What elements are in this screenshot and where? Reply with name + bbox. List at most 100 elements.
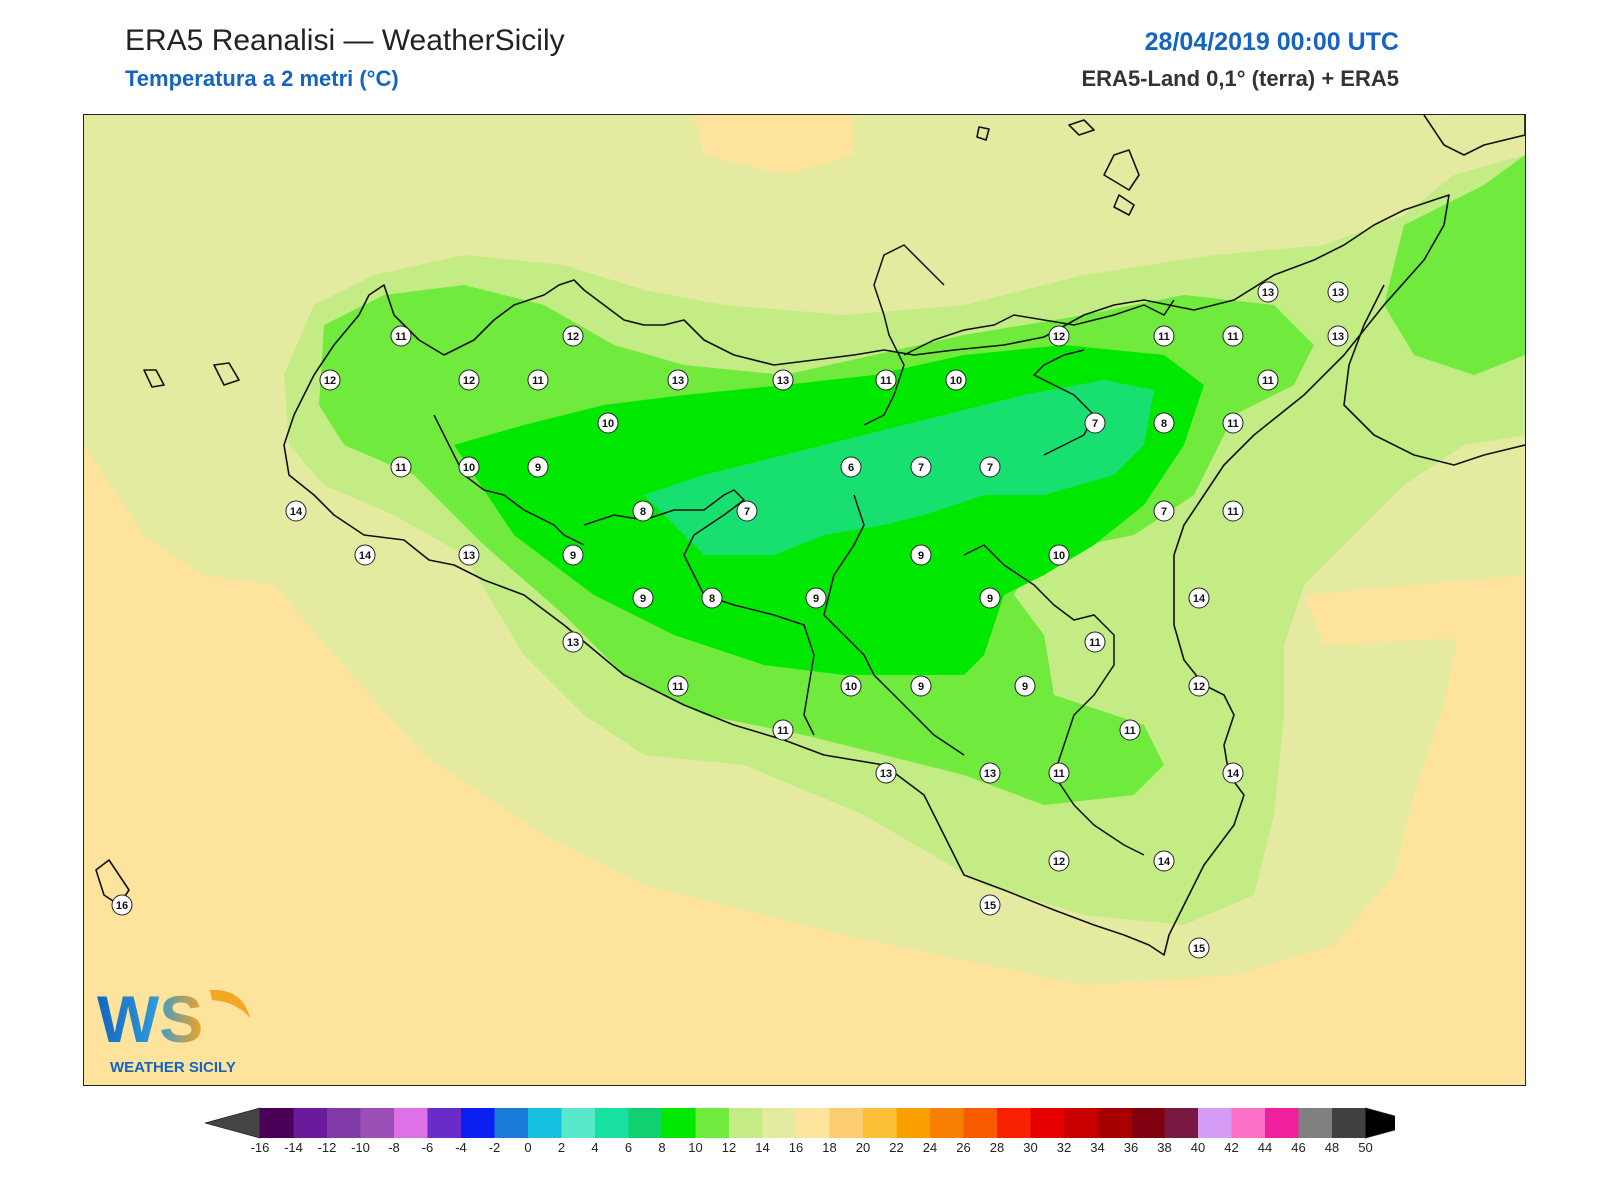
station-marker: 13 — [1257, 281, 1279, 303]
colorbar-tick-label: -16 — [251, 1140, 270, 1155]
station-marker: 14 — [285, 500, 307, 522]
station-value: 13 — [672, 375, 684, 387]
station-value: 15 — [1193, 943, 1205, 955]
station-value: 11 — [532, 375, 544, 387]
station-marker: 13 — [667, 369, 689, 391]
station-circle — [840, 675, 862, 697]
station-circle — [979, 587, 1001, 609]
temperature-fill-6 — [644, 380, 1154, 555]
station-value: 9 — [535, 462, 541, 474]
station-marker: 12 — [1188, 675, 1210, 697]
station-marker: 11 — [1084, 631, 1106, 653]
station-marker: 15 — [1188, 937, 1210, 959]
station-value: 9 — [1022, 681, 1028, 693]
station-marker: 12 — [458, 369, 480, 391]
station-circle — [597, 412, 619, 434]
station-circle — [562, 631, 584, 653]
station-circle — [1048, 325, 1070, 347]
station-marker: 12 — [319, 369, 341, 391]
station-circle — [1153, 325, 1175, 347]
station-circle — [1257, 281, 1279, 303]
station-circle — [1222, 325, 1244, 347]
station-value: 13 — [463, 550, 475, 562]
station-circle — [1327, 281, 1349, 303]
station-circle — [1048, 544, 1070, 566]
station-circle — [1153, 412, 1175, 434]
station-marker: 10 — [945, 369, 967, 391]
logo-caption: WEATHER SICILY — [110, 1059, 236, 1076]
station-marker: 14 — [1222, 762, 1244, 784]
station-value: 9 — [640, 593, 646, 605]
station-marker: 11 — [1048, 762, 1070, 784]
colorbar-tick-label: 44 — [1258, 1140, 1272, 1155]
colorbar-tick-label: 0 — [524, 1140, 531, 1155]
station-marker: 16 — [111, 894, 133, 916]
station-value: 11 — [777, 725, 789, 737]
colorbar-tick-label: -12 — [318, 1140, 337, 1155]
province-boundary — [963, 544, 1145, 856]
station-value: 7 — [744, 506, 750, 518]
station-circle — [772, 719, 794, 741]
colorbar-tick-label: -2 — [489, 1140, 501, 1155]
station-value: 9 — [918, 681, 924, 693]
temperature-fill-16-patch — [1304, 575, 1525, 645]
province-boundaries — [433, 244, 1175, 856]
colorbar-tick-label: 8 — [658, 1140, 665, 1155]
province-boundary — [863, 244, 945, 426]
station-marker: 13 — [1327, 281, 1349, 303]
station-value: 14 — [1158, 856, 1171, 868]
colorbar-swatch — [896, 1108, 931, 1138]
station-value: 11 — [1124, 725, 1136, 737]
station-circle — [1327, 325, 1349, 347]
station-marker: 7 — [979, 456, 1001, 478]
station-circle — [632, 500, 654, 522]
station-circle — [910, 675, 932, 697]
station-marker: 15 — [979, 894, 1001, 916]
colorbar-tick-label: 22 — [889, 1140, 903, 1155]
station-marker: 13 — [772, 369, 794, 391]
station-marker: 11 — [390, 456, 412, 478]
map-canvas: 11 12 12 12 11 13 13 11 10 12 11 11 13 13 13 11 10 7 8 11 11… — [84, 115, 1525, 1085]
station-marker: 11 — [1153, 325, 1175, 347]
station-marker: 7 — [1153, 500, 1175, 522]
colorbar-swatches — [205, 1107, 1395, 1139]
colorbar-swatch — [930, 1108, 964, 1138]
colorbar-swatch — [1198, 1108, 1232, 1138]
station-marker: 11 — [1119, 719, 1141, 741]
station-marker: 8 — [632, 500, 654, 522]
station-marker: 8 — [701, 587, 723, 609]
station-marker: 9 — [1014, 675, 1036, 697]
logo-letters: WS — [97, 982, 203, 1056]
station-marker: 11 — [1222, 325, 1244, 347]
station-value: 9 — [987, 593, 993, 605]
station-value: 13 — [1332, 331, 1344, 343]
station-marker: 9 — [527, 456, 549, 478]
colorbar-swatch — [293, 1108, 328, 1138]
sun-icon — [210, 989, 250, 1018]
station-circle — [1222, 412, 1244, 434]
station-value: 15 — [984, 900, 996, 912]
station-circle — [772, 369, 794, 391]
station-value: 8 — [709, 593, 715, 605]
map-title: ERA5 Reanalisi — WeatherSicily — [125, 24, 565, 57]
station-marker: 7 — [736, 500, 758, 522]
map-datetime: 28/04/2019 00:00 UTC — [1144, 28, 1399, 56]
station-value: 11 — [1227, 506, 1239, 518]
temperature-fill-10-patch — [1384, 155, 1525, 375]
colorbar-swatch — [327, 1108, 361, 1138]
weathersicily-logo: WS WEATHER SICILY — [97, 982, 250, 1076]
station-circle — [979, 456, 1001, 478]
station-value: 10 — [845, 681, 857, 693]
station-value: 9 — [813, 593, 819, 605]
colorbar-tick-label: 2 — [558, 1140, 565, 1155]
colorbar-swatch — [528, 1108, 562, 1138]
colorbar-swatch — [360, 1108, 395, 1138]
station-circle — [667, 675, 689, 697]
station-circle — [458, 456, 480, 478]
station-value: 11 — [1227, 331, 1239, 343]
station-circle — [736, 500, 758, 522]
station-marker: 10 — [597, 412, 619, 434]
station-value: 12 — [1053, 856, 1065, 868]
colorbar-swatch — [829, 1108, 864, 1138]
colorbar-swatch — [1164, 1108, 1199, 1138]
